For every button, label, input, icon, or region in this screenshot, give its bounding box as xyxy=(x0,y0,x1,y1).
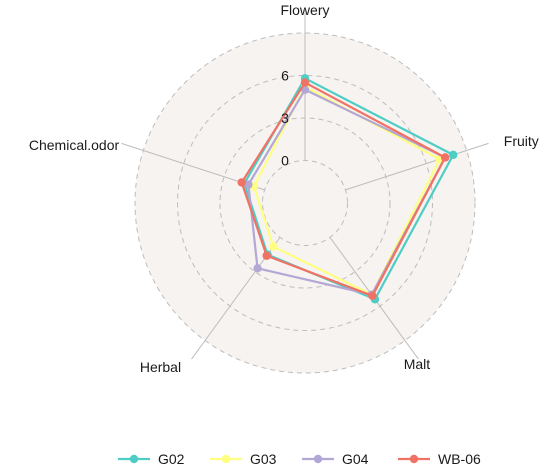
axis-label-herbal: Herbal xyxy=(140,359,181,375)
point-wb-06-herbal xyxy=(262,251,271,260)
legend-item-g02: G02 xyxy=(118,451,185,467)
point-g02-fruity xyxy=(449,150,458,160)
legend-label: WB-06 xyxy=(438,451,481,467)
point-wb-06-fruity xyxy=(440,153,450,162)
grid-circle-6 xyxy=(177,75,433,331)
point-g03-herbal xyxy=(269,242,278,251)
series-line-g03 xyxy=(252,85,441,296)
axis-labels: Flowery Fruity Malt Herbal Chemical.odor xyxy=(29,2,539,375)
series-line-wb-06 xyxy=(240,81,447,297)
axis-label-fruity: Fruity xyxy=(504,133,539,149)
tick-label-3: 3 xyxy=(281,110,289,126)
axis-label-malt: Malt xyxy=(404,356,431,372)
point-wb-06-malt xyxy=(368,291,377,301)
axis-label-chemical-odor: Chemical.odor xyxy=(29,137,120,153)
legend-label: G04 xyxy=(342,451,369,467)
point-g04-chemical-odor xyxy=(244,180,253,189)
legend-item-g04: G04 xyxy=(302,451,369,467)
legend-swatch-point xyxy=(129,454,139,464)
point-g04-herbal xyxy=(253,264,262,273)
axis-label-flowery: Flowery xyxy=(280,2,329,18)
legend-swatch-point xyxy=(409,454,419,464)
point-wb-06-flowery xyxy=(300,78,310,87)
legend-swatch-point xyxy=(221,454,231,464)
plot-disc xyxy=(134,32,476,374)
legend-swatch-point xyxy=(313,454,323,464)
plot-background xyxy=(134,32,476,374)
legend-item-g03: G03 xyxy=(210,451,277,467)
series-layer xyxy=(237,74,458,304)
legend-label: G03 xyxy=(250,451,277,467)
spoke-fruity xyxy=(345,142,489,191)
tick-label-6: 6 xyxy=(281,68,289,84)
legend-label: G02 xyxy=(158,451,185,467)
legend-item-wb-06: WB-06 xyxy=(398,451,481,467)
tick-label-0: 0 xyxy=(281,153,289,169)
legend: G02 G03 G04 WB-06 xyxy=(118,451,481,467)
tick-labels: 0 3 6 xyxy=(281,68,289,169)
point-wb-06-chemical-odor xyxy=(237,178,246,187)
